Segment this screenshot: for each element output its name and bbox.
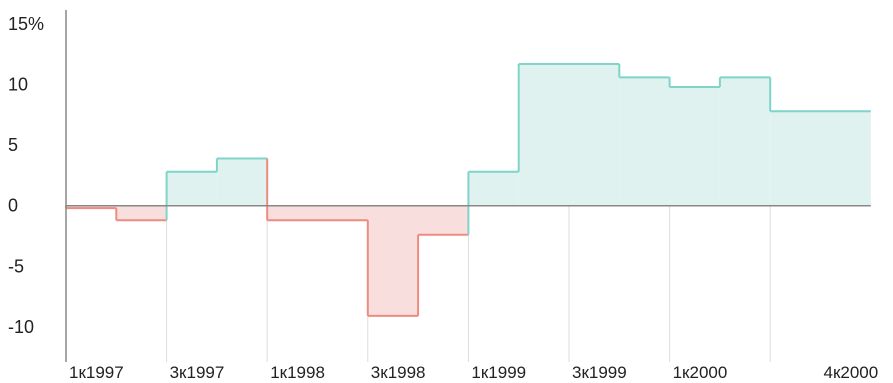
area-segment	[518, 64, 569, 206]
area-fills	[66, 64, 871, 316]
x-tick-label: 1к2000	[673, 363, 728, 382]
area-segment	[66, 205, 117, 209]
step-lines	[65, 63, 871, 317]
x-tick-labels: 1к1997 3к1997 1к1998 3к1998 1к1999 3к1999 1к20…	[69, 363, 878, 382]
x-tick-label: 1к1999	[471, 363, 526, 382]
y-tick-label: 15%	[8, 14, 44, 34]
y-tick-label: -10	[8, 317, 34, 337]
x-tick-label: 3к1998	[371, 363, 426, 382]
area-segment	[317, 205, 368, 221]
area-segment	[267, 205, 318, 221]
y-tick-label: 0	[8, 196, 18, 216]
area-segment	[418, 205, 469, 235]
y-tick-label: 10	[8, 75, 28, 95]
y-tick-labels: 15% 10 5 0 -5 -10	[8, 14, 44, 337]
area-segment	[116, 205, 167, 221]
y-tick-label: 5	[8, 135, 18, 155]
area-segment	[820, 111, 871, 206]
area-segment	[367, 205, 419, 316]
x-tick-label: 1к1997	[69, 363, 124, 382]
area-segment	[770, 111, 821, 206]
x-tick-label: 3к1999	[572, 363, 627, 382]
area-segment	[569, 64, 620, 206]
y-tick-label: -5	[8, 256, 24, 276]
area-segment	[619, 77, 670, 206]
x-tick-label: 4к2000	[824, 363, 879, 382]
area-segment	[468, 171, 519, 206]
area-segment	[216, 158, 268, 206]
x-tick-label: 1к1998	[270, 363, 325, 382]
x-tick-label: 3к1997	[170, 363, 225, 382]
area-segment	[669, 87, 720, 206]
area-segment	[166, 171, 217, 206]
area-segment	[719, 77, 771, 206]
